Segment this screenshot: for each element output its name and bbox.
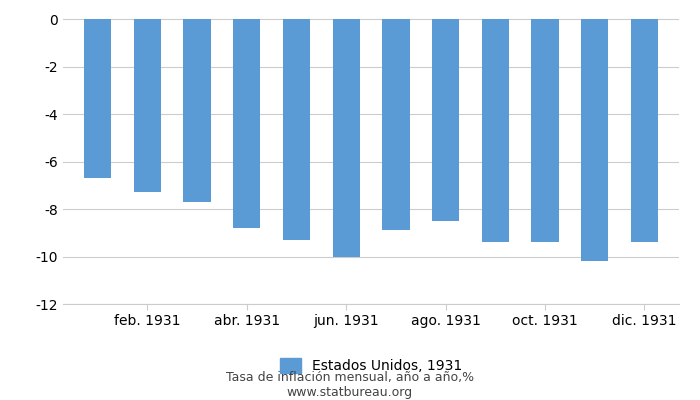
Bar	[531, 19, 559, 242]
Bar	[283, 19, 310, 240]
Text: www.statbureau.org: www.statbureau.org	[287, 386, 413, 399]
Bar	[631, 19, 658, 242]
Text: Tasa de inflación mensual, año a año,%: Tasa de inflación mensual, año a año,%	[226, 372, 474, 384]
Bar	[84, 19, 111, 178]
Bar	[581, 19, 608, 261]
Bar	[432, 19, 459, 221]
Legend: Estados Unidos, 1931: Estados Unidos, 1931	[274, 353, 468, 379]
Bar	[134, 19, 161, 192]
Bar	[332, 19, 360, 256]
Bar	[482, 19, 509, 242]
Bar	[183, 19, 211, 202]
Bar	[233, 19, 260, 228]
Bar	[382, 19, 410, 230]
